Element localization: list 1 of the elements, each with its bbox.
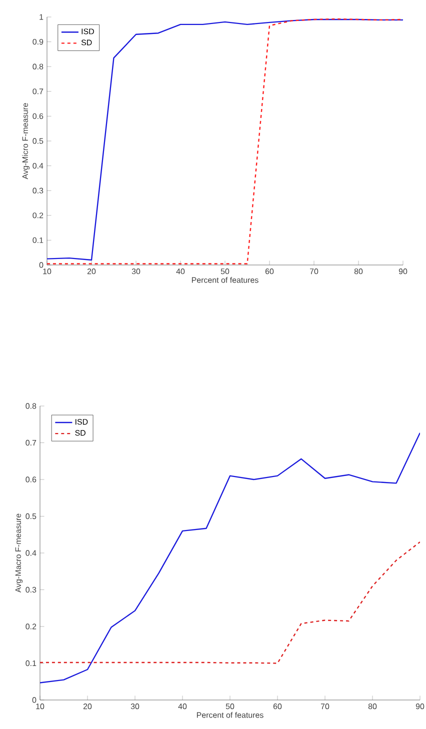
line-series (40, 432, 420, 684)
